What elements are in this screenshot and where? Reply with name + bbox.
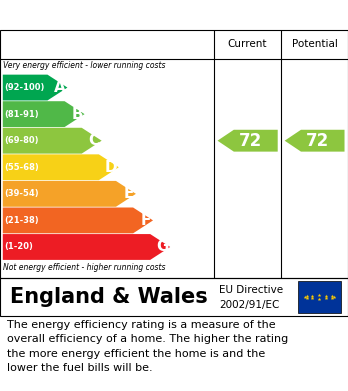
Text: Potential: Potential bbox=[292, 39, 338, 49]
Text: (55-68): (55-68) bbox=[5, 163, 39, 172]
Text: EU Directive: EU Directive bbox=[219, 285, 283, 295]
Text: The energy efficiency rating is a measure of the
overall efficiency of a home. T: The energy efficiency rating is a measur… bbox=[7, 320, 288, 373]
Text: 72: 72 bbox=[306, 132, 329, 150]
Polygon shape bbox=[3, 181, 136, 207]
Polygon shape bbox=[218, 130, 278, 152]
Text: 2002/91/EC: 2002/91/EC bbox=[219, 300, 279, 310]
Text: 72: 72 bbox=[238, 132, 262, 150]
Polygon shape bbox=[3, 75, 68, 100]
Text: (92-100): (92-100) bbox=[5, 83, 45, 92]
FancyBboxPatch shape bbox=[298, 281, 341, 313]
Text: Energy Efficiency Rating: Energy Efficiency Rating bbox=[10, 6, 239, 24]
Text: E: E bbox=[123, 187, 134, 201]
Text: F: F bbox=[140, 213, 151, 228]
Polygon shape bbox=[285, 130, 345, 152]
Polygon shape bbox=[3, 208, 153, 233]
Polygon shape bbox=[3, 128, 102, 154]
Text: A: A bbox=[54, 80, 66, 95]
Text: (21-38): (21-38) bbox=[5, 216, 39, 225]
Text: B: B bbox=[71, 107, 83, 122]
Text: (69-80): (69-80) bbox=[5, 136, 39, 145]
Text: England & Wales: England & Wales bbox=[10, 287, 208, 307]
Polygon shape bbox=[3, 234, 170, 260]
Text: (1-20): (1-20) bbox=[5, 242, 33, 251]
Text: C: C bbox=[88, 133, 100, 148]
Text: (39-54): (39-54) bbox=[5, 189, 39, 198]
Text: Current: Current bbox=[228, 39, 267, 49]
Text: (81-91): (81-91) bbox=[5, 109, 39, 118]
Text: D: D bbox=[105, 160, 118, 175]
Text: Not energy efficient - higher running costs: Not energy efficient - higher running co… bbox=[3, 263, 166, 272]
Polygon shape bbox=[3, 154, 119, 180]
Text: Very energy efficient - lower running costs: Very energy efficient - lower running co… bbox=[3, 61, 166, 70]
Polygon shape bbox=[3, 101, 85, 127]
Text: G: G bbox=[156, 239, 169, 255]
